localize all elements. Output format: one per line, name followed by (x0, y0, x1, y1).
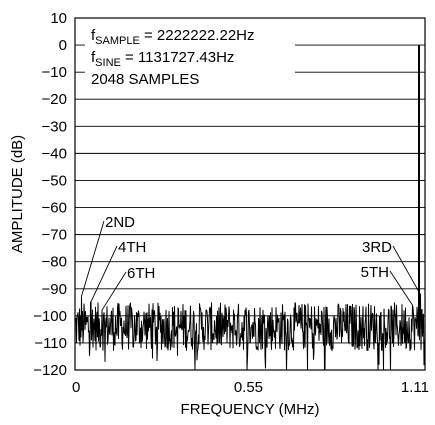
y-tick-label: −40 (42, 145, 67, 162)
harmonic-label: 5TH (361, 264, 389, 281)
sample-rate-sub: SAMPLE (95, 35, 140, 47)
sine-freq-value: = 1131727.43Hz (121, 49, 235, 66)
y-tick-label: −100 (33, 308, 67, 325)
y-tick-label: −10 (42, 64, 67, 81)
sine-freq-f: f (91, 49, 96, 66)
x-tick-label: 1.11 (401, 379, 429, 396)
harmonic-leader-line (392, 245, 421, 295)
y-tick-label: −70 (42, 227, 67, 244)
y-tick-label: 10 (50, 10, 67, 27)
harmonic-labels: 2ND 4TH 6TH 3RD 5TH (80, 214, 421, 311)
y-tick-label: −120 (33, 362, 67, 379)
sine-freq-label: fSINE = 1131727.43Hz (91, 49, 234, 69)
samples-label: 2048 SAMPLES (91, 71, 199, 88)
y-tick-label: −80 (42, 254, 67, 271)
x-tick-label: 0.55 (234, 379, 263, 396)
x-tick-labels: 0 0.55 1.11 (72, 379, 429, 396)
harmonic-label: 6TH (127, 265, 155, 282)
harmonic-label: 2ND (105, 214, 135, 231)
y-tick-label: −30 (42, 118, 67, 135)
harmonic-label: 4TH (118, 239, 146, 256)
noise-floor-path (74, 293, 426, 371)
harmonic-leader-line (80, 220, 105, 298)
spectrum-trace (74, 45, 426, 371)
y-tick-label: −60 (42, 200, 67, 217)
x-tick-label: 0 (72, 379, 80, 396)
y-tick-label: 0 (59, 37, 67, 54)
sample-rate-f: f (91, 27, 96, 44)
harmonic-leader-line (389, 270, 413, 306)
y-tick-labels: 10 0 −10 −20 −30 −40 −50 −60 −70 −80 −90 −100 −110 −1… (33, 10, 67, 379)
y-axis-title: AMPLITUDE (dB) (9, 135, 26, 253)
plot-frame (74, 17, 426, 371)
y-tick-label: −90 (42, 281, 67, 298)
harmonic-leader-line (101, 271, 127, 311)
sample-rate-label: fSAMPLE = 2222222.22Hz (91, 27, 255, 47)
harmonic-leader-line (90, 245, 118, 303)
y-tick-label: −110 (34, 335, 67, 352)
sample-rate-value: = 2222222.22Hz (140, 27, 255, 44)
harmonic-label: 3RD (362, 239, 392, 256)
y-tick-label: −20 (42, 91, 67, 108)
sine-freq-sub: SINE (95, 57, 121, 69)
x-axis-title: FREQUENCY (MHz) (181, 401, 320, 418)
y-tick-label: −50 (42, 172, 67, 189)
annotation-box (85, 21, 295, 91)
